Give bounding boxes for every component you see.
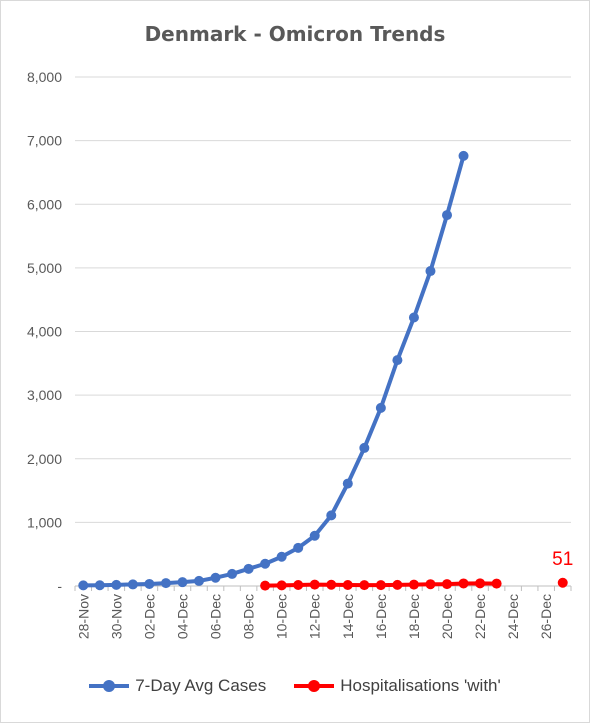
x-tick-label: 12-Dec (307, 594, 323, 639)
data-point-hospitalisations (309, 579, 320, 590)
x-tick-label: 02-Dec (141, 594, 157, 639)
data-point-cases (375, 402, 386, 413)
x-tick-label: 04-Dec (174, 594, 190, 639)
data-point-hospitalisations (408, 579, 419, 590)
x-tick-label: 18-Dec (406, 594, 422, 639)
data-point-hospitalisations (475, 578, 486, 589)
data-point-cases (425, 266, 436, 277)
series-line-cases (81, 153, 466, 588)
data-point-cases (194, 575, 204, 586)
data-point-cases (293, 542, 304, 553)
data-point-cases (160, 578, 171, 589)
data-point-hospitalisations (375, 580, 386, 591)
data-point-cases (210, 572, 221, 583)
data-point-hospitalisations (557, 577, 568, 588)
x-tick-label: 22-Dec (472, 594, 488, 639)
gridlines (75, 76, 571, 523)
y-tick-label: 8,000 (27, 69, 62, 85)
series-lines (81, 153, 562, 588)
x-tick-label: 26-Dec (538, 594, 554, 639)
data-point-hospitalisations (359, 580, 370, 591)
x-tick-label: 30-Nov (108, 594, 124, 639)
data-point-cases (309, 530, 320, 541)
data-point-cases (111, 579, 122, 590)
chart-title: Denmark - Omicron Trends (144, 22, 446, 46)
x-tick-label: 24-Dec (505, 594, 521, 639)
y-tick-label: - (57, 578, 62, 594)
data-point-hospitalisations (458, 578, 469, 589)
legend-swatch-hospitalisations (294, 679, 335, 693)
x-tick-label: 16-Dec (373, 594, 389, 639)
tick-labels: - 1,000 2,000 3,000 4,000 5,000 6,000 7,000 8,00… (27, 69, 554, 639)
data-point-cases (177, 577, 188, 588)
data-point-cases (458, 150, 469, 161)
data-point-cases (408, 312, 419, 323)
x-tick-label: 28-Nov (75, 594, 91, 639)
legend-label-cases: 7-Day Avg Cases (135, 676, 267, 695)
x-tick-label: 08-Dec (241, 594, 257, 639)
data-point-cases (326, 510, 337, 521)
data-point-hospitalisations (425, 579, 436, 590)
x-tick-label: 20-Dec (439, 594, 455, 639)
data-point-hospitalisations (293, 579, 304, 590)
x-tick-label: 06-Dec (208, 594, 224, 639)
axes (74, 585, 572, 591)
data-point-cases (342, 478, 353, 489)
data-point-cases (276, 551, 287, 562)
y-tick-label: 7,000 (27, 133, 62, 149)
x-tick-label: 10-Dec (274, 594, 290, 639)
legend-item-hospitalisations: Hospitalisations 'with' (294, 676, 501, 696)
legend-item-cases: 7-Day Avg Cases (89, 676, 266, 696)
data-label: 51 (552, 549, 573, 570)
y-tick-label: 5,000 (27, 260, 62, 276)
y-tick-label: 2,000 (27, 451, 62, 467)
data-point-cases (144, 578, 155, 589)
data-point-hospitalisations (392, 579, 403, 590)
y-tick-label: 4,000 (27, 324, 62, 340)
data-point-hospitalisations (491, 578, 502, 589)
data-point-cases (359, 442, 370, 453)
y-tick-label: 1,000 (27, 514, 62, 530)
legend-label-hospitalisations: Hospitalisations 'with' (340, 676, 501, 695)
data-point-cases (94, 580, 105, 591)
data-point-hospitalisations (326, 579, 337, 590)
data-point-hospitalisations (442, 579, 452, 590)
legend: 7-Day Avg Cases Hospitalisations 'with' (0, 676, 590, 696)
annotations: 51 (552, 549, 573, 570)
legend-swatch-cases (89, 679, 130, 693)
data-point-cases (260, 558, 271, 569)
data-point-hospitalisations (342, 579, 353, 590)
data-point-hospitalisations (260, 580, 271, 591)
y-tick-label: 6,000 (27, 196, 62, 212)
data-point-cases (442, 210, 452, 221)
data-point-cases (243, 563, 254, 574)
data-point-cases (78, 580, 89, 591)
series-points (78, 150, 568, 591)
y-tick-label: 3,000 (27, 387, 62, 403)
data-point-cases (127, 579, 138, 590)
data-point-cases (227, 568, 238, 579)
data-point-cases (392, 355, 403, 366)
x-tick-label: 14-Dec (340, 594, 356, 639)
data-point-hospitalisations (276, 580, 287, 591)
